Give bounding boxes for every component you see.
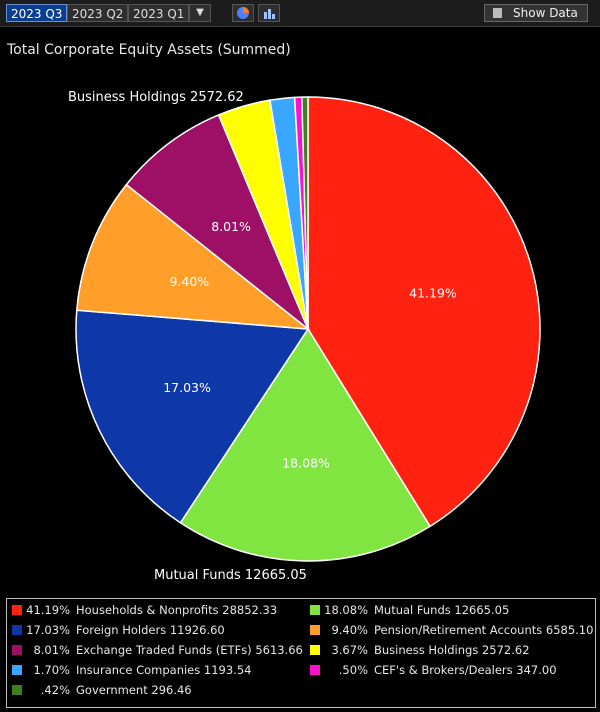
tab-2023-q1[interactable]: 2023 Q1 xyxy=(128,4,190,22)
legend-item: .42% Government 296.46 xyxy=(12,682,297,698)
legend-swatch xyxy=(12,625,22,635)
tab-2023-q2[interactable]: 2023 Q2 xyxy=(67,4,129,22)
slice-pct-label: 41.19% xyxy=(409,285,457,300)
legend-percent: .50% xyxy=(338,663,368,677)
pie-chart: 41.19% 18.08% 17.03% 9.40% 8.01% Business Hol… xyxy=(68,90,541,583)
legend-swatch xyxy=(12,605,22,615)
legend-percent: 17.03% xyxy=(26,623,70,637)
bar-chart-icon xyxy=(264,9,275,19)
legend-label: Exchange Traded Funds (ETFs) 5613.66 xyxy=(76,643,303,657)
legend-item: .50% CEF's & Brokers/Dealers 347.00 xyxy=(310,662,595,678)
legend-swatch xyxy=(310,645,320,655)
legend-label: Foreign Holders 11926.60 xyxy=(76,623,225,637)
table-icon xyxy=(493,8,502,18)
legend-item: 17.03% Foreign Holders 11926.60 xyxy=(12,622,297,638)
legend-item: 18.08% Mutual Funds 12665.05 xyxy=(310,602,595,618)
legend-item: 8.01% Exchange Traded Funds (ETFs) 5613.6… xyxy=(12,642,303,658)
legend-label: CEF's & Brokers/Dealers 347.00 xyxy=(374,663,557,677)
callout-mutual-funds: Mutual Funds 12665.05 xyxy=(154,568,307,583)
slice-pct-label: 17.03% xyxy=(163,380,211,395)
legend-item: 41.19% Households & Nonprofits 28852.33 xyxy=(12,602,297,618)
legend-swatch xyxy=(310,605,320,615)
pie-slice-mutual-funds xyxy=(179,327,432,562)
legend-swatch xyxy=(12,685,22,695)
legend-percent: 41.19% xyxy=(26,603,70,617)
legend-percent: 1.70% xyxy=(33,663,70,677)
legend-percent: 3.67% xyxy=(331,643,368,657)
pie-chart-button[interactable] xyxy=(232,4,254,22)
pie-slice-government xyxy=(301,96,309,330)
legend-percent: 8.01% xyxy=(33,643,70,657)
legend-item: 1.70% Insurance Companies 1193.54 xyxy=(12,662,297,678)
dropdown-button[interactable]: ▼ xyxy=(189,4,211,22)
chart-title: Total Corporate Equity Assets (Summed) xyxy=(7,42,291,58)
legend-swatch xyxy=(310,665,320,675)
bar-chart-button[interactable] xyxy=(258,4,280,22)
legend-item: 3.67% Business Holdings 2572.62 xyxy=(310,642,595,658)
legend-label: Insurance Companies 1193.54 xyxy=(76,663,252,677)
toolbar: 2023 Q3 2023 Q2 2023 Q1 ▼ Show Data xyxy=(0,0,600,27)
legend: 41.19% Households & Nonprofits 28852.33 18… xyxy=(6,598,596,708)
legend-item: 9.40% Pension/Retirement Accounts 6585.10 xyxy=(310,622,595,638)
legend-swatch xyxy=(310,625,320,635)
slice-pct-label: 18.08% xyxy=(282,456,330,471)
legend-label: Government 296.46 xyxy=(76,683,192,697)
tab-2023-q3[interactable]: 2023 Q3 xyxy=(6,4,68,22)
legend-label: Mutual Funds 12665.05 xyxy=(374,603,510,617)
legend-percent: .42% xyxy=(40,683,70,697)
slice-pct-label: 8.01% xyxy=(211,219,251,234)
legend-label: Pension/Retirement Accounts 6585.10 xyxy=(374,623,594,637)
legend-swatch xyxy=(12,665,22,675)
pie-slice-pension-retirement-accounts xyxy=(75,183,311,330)
slice-pct-label: 9.40% xyxy=(169,274,209,289)
legend-label: Business Holdings 2572.62 xyxy=(374,643,530,657)
pie-slice-foreign-holders xyxy=(75,309,310,524)
pie-slice-households-nonprofits xyxy=(307,96,541,528)
pie-slice-exchange-traded-funds-etfs xyxy=(125,113,309,330)
legend-swatch xyxy=(12,645,22,655)
legend-percent: 9.40% xyxy=(331,623,368,637)
triangle-down-icon: ▼ xyxy=(196,7,204,18)
show-data-label: Show Data xyxy=(513,6,578,20)
show-data-button[interactable]: Show Data xyxy=(484,4,588,22)
legend-label: Households & Nonprofits 28852.33 xyxy=(76,603,278,617)
legend-percent: 18.08% xyxy=(324,603,368,617)
callout-business-holdings: Business Holdings 2572.62 xyxy=(68,90,244,105)
pie-chart-icon xyxy=(237,7,249,19)
